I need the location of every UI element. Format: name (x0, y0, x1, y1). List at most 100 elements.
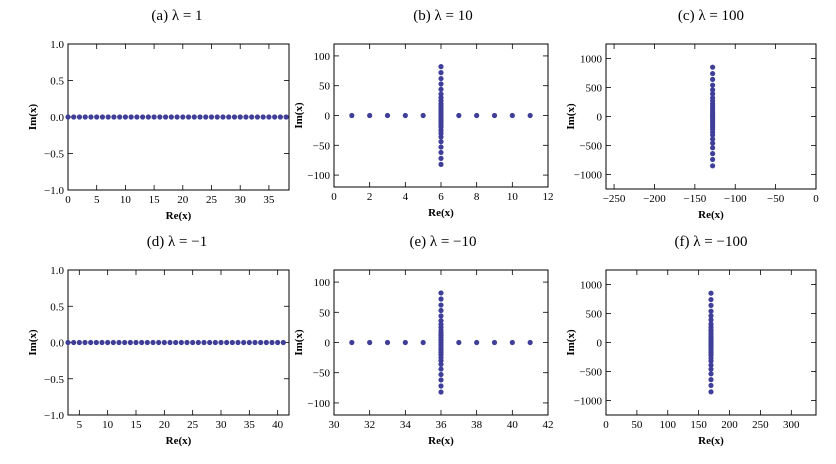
data-point (710, 70, 716, 77)
data-point (145, 114, 151, 120)
x-tick-label: −150 (683, 193, 706, 205)
data-point (235, 339, 241, 346)
panel-c: (c) λ = 100 −250 −200 −150 −100 −50 0 −1000 −50… (546, 8, 836, 228)
y-tick-label: 500 (586, 83, 603, 95)
x-tick-label: 10 (120, 194, 132, 206)
data-point (349, 339, 355, 346)
data-point (438, 290, 444, 296)
data-point (128, 114, 134, 120)
panel-title: (e) λ = −10 (409, 234, 477, 250)
scatter-plot: 0 5 10 15 20 25 30 35 −1.0 −0.5 0.0 0.5 1.0 Re(x) Im(x… (27, 39, 290, 222)
data-point (438, 377, 444, 383)
y-tick-label: 0.5 (50, 76, 64, 88)
data-point (509, 339, 515, 346)
x-tick-label: 30 (329, 419, 341, 431)
data-point (237, 114, 243, 120)
data-point (249, 114, 255, 120)
y-tick-label: 0 (597, 112, 603, 124)
data-point (708, 358, 714, 364)
data-point (94, 114, 100, 120)
data-point (246, 339, 252, 346)
scatter-plot: 0 50 100 150 200 250 300 −1000 −500 0 500 1000 Re(x)… (565, 269, 817, 447)
data-point (710, 64, 716, 70)
data-point (438, 64, 444, 70)
data-point (438, 130, 444, 136)
panel-b: (b) λ = 10 0 2 4 6 8 10 12 −100 −50 0 50 100 Re(x) Im… (276, 8, 566, 228)
x-tick-label: 2 (367, 191, 373, 203)
data-point (280, 339, 286, 346)
data-point (708, 313, 714, 319)
data-point (402, 339, 408, 346)
data-point (710, 132, 716, 138)
data-point (266, 114, 272, 120)
data-point (710, 91, 716, 97)
data-point (116, 339, 122, 346)
data-point (76, 114, 83, 120)
y-tick-label: −50 (313, 368, 331, 380)
data-point (708, 371, 714, 377)
data-point (384, 112, 391, 119)
data-point (167, 339, 173, 346)
x-tick-label: 30 (235, 194, 247, 206)
data-point (151, 114, 157, 120)
data-point (252, 339, 258, 346)
data-point (185, 114, 192, 120)
data-point (275, 339, 281, 346)
data-point (708, 362, 714, 368)
y-tick-label: 1000 (580, 280, 603, 292)
y-tick-label: 0 (325, 338, 331, 350)
y-tick-label: −500 (579, 141, 602, 153)
y-tick-label: 100 (314, 51, 331, 63)
scatter-plot: 0 2 4 6 8 10 12 −100 −50 0 50 100 Re(x) Im(x) (293, 43, 554, 219)
data-point (349, 112, 355, 119)
data-point (438, 144, 444, 150)
data-point (438, 313, 444, 319)
y-tick-label: 1.0 (50, 265, 64, 277)
x-axis-label: Re(x) (428, 435, 454, 447)
data-point (190, 339, 196, 346)
data-point (710, 82, 716, 88)
data-point (201, 339, 207, 346)
data-point (420, 339, 426, 346)
panel-title: (d) λ = −1 (146, 234, 208, 250)
data-point (710, 87, 716, 93)
data-point (708, 296, 714, 303)
data-point (139, 339, 145, 346)
data-point (88, 114, 94, 120)
data-point (283, 114, 289, 120)
x-axis-label: Re(x) (166, 435, 192, 447)
y-axis-label: Im(x) (565, 329, 577, 356)
data-point (438, 371, 444, 378)
x-axis-label: Re(x) (698, 209, 724, 221)
data-point (269, 339, 275, 346)
data-point (438, 361, 444, 367)
x-axis-label: Re(x) (166, 210, 192, 222)
x-axis-label: Re(x) (428, 207, 454, 219)
data-point (254, 114, 261, 120)
x-tick-label: 25 (206, 194, 218, 206)
data-point (161, 339, 167, 346)
data-point (88, 339, 94, 346)
data-point (229, 339, 235, 346)
y-axis-label: Im(x) (293, 329, 305, 356)
data-point (105, 339, 111, 346)
x-tick-label: 8 (474, 191, 480, 203)
data-point (708, 308, 714, 314)
data-point (212, 339, 218, 346)
data-point (527, 339, 533, 346)
data-point (93, 339, 99, 346)
y-tick-label: 50 (319, 307, 331, 319)
data-point (127, 339, 133, 346)
data-point (438, 86, 444, 92)
data-point (438, 302, 444, 308)
x-tick-label: 30 (216, 419, 228, 431)
data-point (263, 339, 269, 346)
data-point (438, 296, 444, 302)
data-point (708, 377, 714, 383)
y-tick-label: 500 (586, 309, 603, 321)
y-tick-label: −50 (313, 140, 331, 152)
data-point (156, 339, 162, 346)
data-point (99, 114, 106, 120)
data-point (260, 114, 266, 120)
data-point (277, 114, 283, 120)
